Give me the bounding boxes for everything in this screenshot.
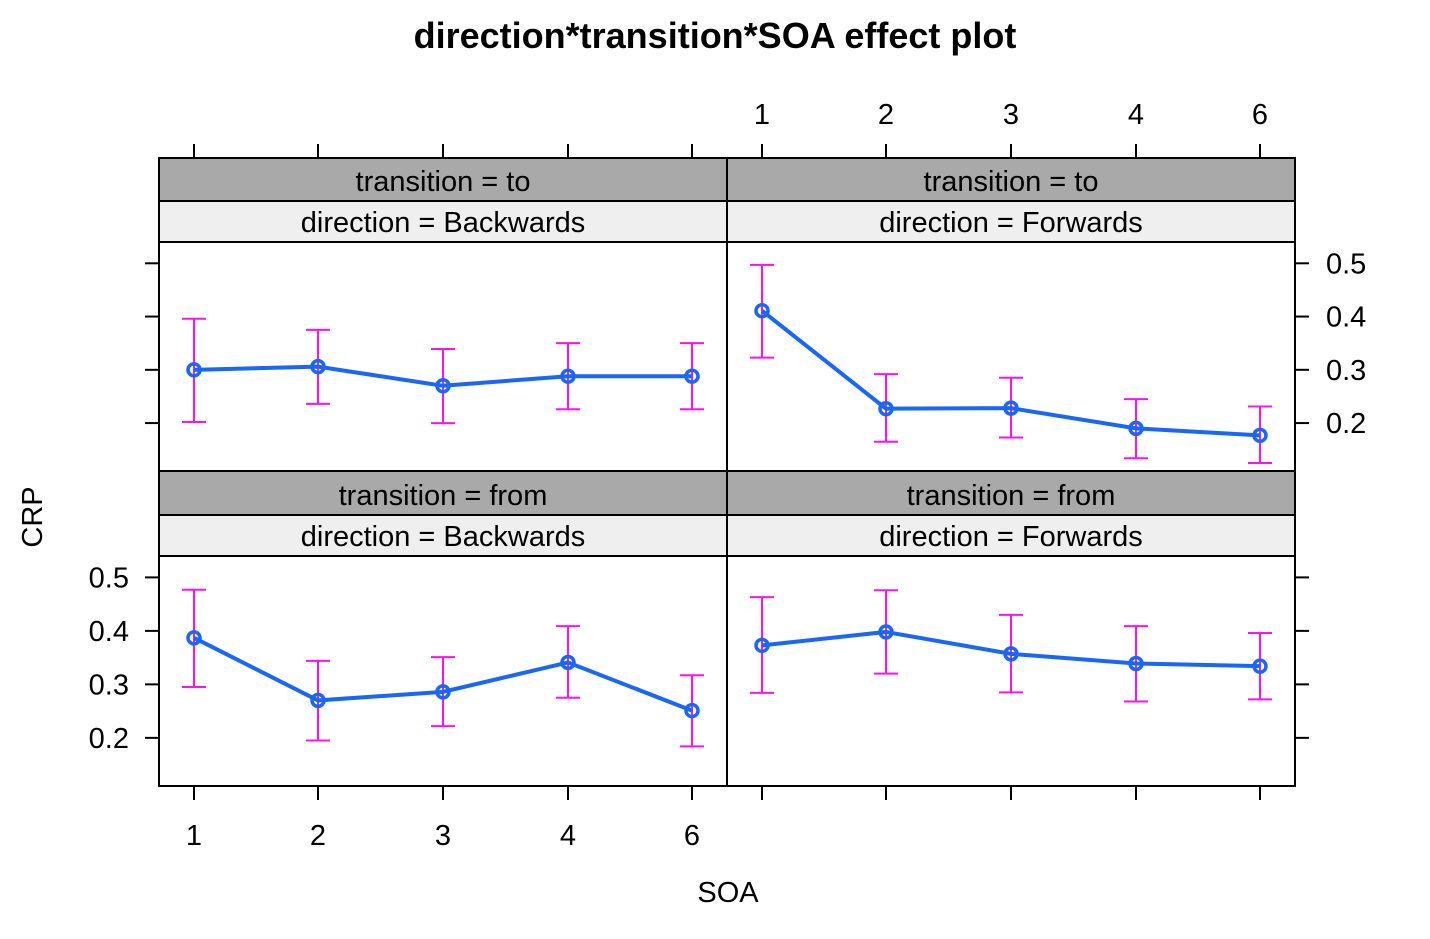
series-line <box>761 629 1261 669</box>
strip-direction-label: direction = Backwards <box>301 521 586 553</box>
data-point <box>1003 646 1019 662</box>
data-point <box>878 624 894 640</box>
y-tick-label: 0.3 <box>89 669 129 701</box>
error-bar <box>680 674 704 748</box>
data-point <box>1252 658 1268 674</box>
x-tick-label: 3 <box>1003 99 1019 131</box>
x-tick-label: 1 <box>186 820 202 852</box>
panel-1: transition = to direction = Backwards <box>158 157 728 472</box>
x-tick-label: 6 <box>1252 99 1268 131</box>
x-tick-label: 2 <box>878 99 894 131</box>
y-tick-label: 0.5 <box>89 562 129 594</box>
y-tick-label: 0.3 <box>1326 355 1366 387</box>
data-point <box>560 654 576 671</box>
y-tick-label: 0.2 <box>1326 408 1366 440</box>
error-bar <box>182 317 206 424</box>
strip-direction-label: direction = Forwards <box>879 521 1143 553</box>
x-tick-label: 3 <box>435 820 451 852</box>
strip-transition <box>158 157 728 202</box>
data-point <box>754 302 770 319</box>
strip-direction-label: direction = Backwards <box>301 207 586 239</box>
strip-transition-label: transition = from <box>339 480 548 512</box>
x-tick-label: 4 <box>560 820 576 852</box>
strip-transition-label: transition = to <box>924 166 1099 198</box>
data-point <box>684 702 700 719</box>
y-axis-label: CRP <box>17 486 49 547</box>
data-point <box>878 400 894 417</box>
data-point <box>560 368 576 384</box>
chart-title: direction*transition*SOA effect plot <box>414 15 1017 56</box>
series-line <box>760 309 1261 438</box>
data-point <box>1252 427 1268 444</box>
strip-direction <box>726 200 1296 243</box>
y-tick-label: 0.4 <box>1326 302 1366 334</box>
data-point <box>186 362 202 378</box>
strip-direction <box>158 200 728 243</box>
data-point <box>754 637 770 654</box>
data-point <box>435 378 451 394</box>
strip-transition-label: transition = to <box>356 166 531 198</box>
data-point <box>684 368 700 384</box>
strip-direction-label: direction = Forwards <box>879 207 1143 239</box>
strip-transition-label: transition = from <box>907 480 1116 512</box>
x-tick-label: 4 <box>1128 99 1144 131</box>
x-tick-label: 2 <box>310 820 326 852</box>
data-point <box>310 358 326 375</box>
strip-direction <box>726 514 1296 557</box>
x-tick-label: 1 <box>754 99 770 131</box>
x-tick-label: 6 <box>684 820 700 852</box>
data-point <box>1003 400 1019 416</box>
strip-direction <box>158 514 728 557</box>
y-tick-label: 0.4 <box>89 616 129 648</box>
y-tick-label: 0.5 <box>1326 248 1366 280</box>
data-point <box>1128 420 1144 437</box>
series-line <box>193 636 693 713</box>
data-point <box>186 630 202 646</box>
x-axis-label: SOA <box>697 877 759 909</box>
panel-3: transition = from direction = Backwards <box>158 470 728 787</box>
data-point <box>1128 655 1144 672</box>
data-point <box>435 684 451 700</box>
data-point <box>310 692 326 709</box>
y-tick-label: 0.2 <box>89 723 129 755</box>
series-line <box>193 364 692 388</box>
panel-2: transition = to direction = Forwards <box>726 157 1296 472</box>
panel-4: transition = from direction = Forwards <box>726 470 1296 787</box>
